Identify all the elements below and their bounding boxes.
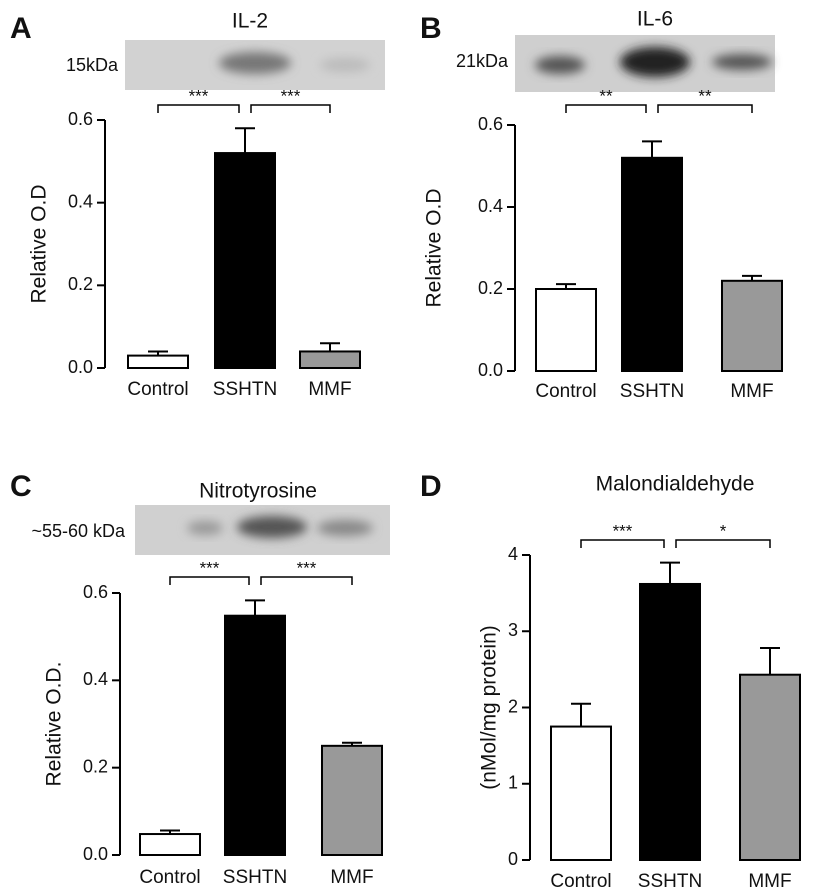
significance-bracket	[565, 104, 647, 113]
chart-title: Nitrotyrosine	[199, 480, 317, 503]
significance-bracket	[157, 104, 240, 113]
significance-label: *	[720, 521, 727, 540]
x-tick-label: MMF	[748, 871, 791, 892]
error-bar	[160, 829, 180, 835]
y-axis-label: Relative O.D	[423, 188, 446, 307]
y-tick-label: 0.0	[68, 357, 93, 377]
significance-bracket	[580, 539, 665, 548]
band-label: ~55-60 kDa	[31, 521, 126, 541]
x-tick-label: Control	[535, 381, 596, 402]
significance-bracket	[657, 104, 753, 113]
y-axis-label: (nMol/mg protein)	[478, 625, 501, 790]
y-axis-label: Relative O.D	[28, 184, 51, 303]
y-tick-label: 0.6	[478, 114, 503, 134]
x-tick-label: SSHTN	[620, 381, 684, 402]
significance-label: ***	[297, 558, 317, 577]
bar	[535, 288, 597, 372]
x-tick-label: MMF	[308, 379, 351, 400]
error-bar	[320, 342, 340, 352]
x-tick-label: SSHTN	[223, 867, 287, 888]
error-bar	[660, 561, 680, 584]
x-tick-label: SSHTN	[638, 871, 702, 892]
panel-letter: D	[420, 470, 442, 503]
error-bar	[148, 350, 168, 356]
x-tick-label: Control	[550, 871, 611, 892]
blot-c	[135, 505, 390, 555]
y-tick-label: 4	[508, 544, 518, 564]
y-tick-label: 0	[508, 849, 518, 869]
bar	[550, 725, 612, 861]
significance-label: **	[698, 86, 712, 105]
x-tick-label: Control	[127, 379, 188, 400]
blot-b	[515, 35, 775, 92]
significance-bracket	[260, 576, 353, 585]
bar	[299, 350, 361, 370]
y-tick-label: 0.0	[83, 844, 108, 864]
y-tick-label: 0.2	[83, 756, 108, 776]
y-tick-label: 0.4	[68, 191, 93, 211]
y-tick-label: 0.2	[68, 274, 93, 294]
significance-bracket	[675, 539, 771, 548]
bar	[139, 833, 201, 856]
x-tick-label: SSHTN	[213, 379, 277, 400]
y-tick-label: 0.6	[83, 582, 108, 602]
bar	[621, 156, 683, 372]
significance-label: ***	[200, 558, 220, 577]
error-bar	[642, 140, 662, 158]
x-tick-label: MMF	[730, 381, 773, 402]
y-axis-label: Relative O.D.	[43, 662, 66, 787]
x-tick-label: Control	[139, 867, 200, 888]
error-bar	[742, 274, 762, 281]
y-tick-label: 0.4	[478, 196, 503, 216]
significance-label: **	[599, 86, 613, 105]
bar	[127, 354, 189, 370]
error-bar	[235, 127, 255, 154]
error-bar	[245, 599, 265, 616]
significance-bracket	[250, 104, 331, 113]
error-bar	[342, 741, 362, 746]
significance-label: ***	[189, 86, 209, 105]
y-tick-label: 0.0	[478, 360, 503, 380]
chart-title: IL-6	[637, 8, 673, 31]
error-bar	[760, 647, 780, 675]
significance-label: ***	[613, 521, 633, 540]
band-label: 21kDa	[456, 51, 509, 71]
panel-letter: C	[10, 470, 32, 503]
error-bar	[556, 283, 576, 289]
bar	[639, 582, 701, 861]
y-tick-label: 0.6	[68, 109, 93, 129]
panel-letter: A	[10, 12, 32, 45]
panel-letter: B	[420, 12, 442, 45]
chart-title: Malondialdehyde	[596, 473, 755, 496]
y-tick-label: 3	[508, 620, 518, 640]
y-tick-label: 0.4	[83, 669, 108, 689]
bar	[321, 744, 383, 856]
chart-title: IL-2	[232, 10, 268, 33]
y-tick-label: 1	[508, 773, 518, 793]
y-tick-label: 2	[508, 696, 518, 716]
significance-label: ***	[281, 86, 301, 105]
bar	[739, 673, 801, 862]
y-tick-label: 0.2	[478, 278, 503, 298]
error-bar	[571, 702, 591, 727]
band-label: 15kDa	[66, 55, 119, 75]
significance-bracket	[169, 576, 250, 585]
x-tick-label: MMF	[330, 867, 373, 888]
blot-a	[125, 40, 385, 90]
bar	[214, 152, 276, 369]
bar	[224, 614, 286, 856]
bar	[721, 279, 783, 372]
